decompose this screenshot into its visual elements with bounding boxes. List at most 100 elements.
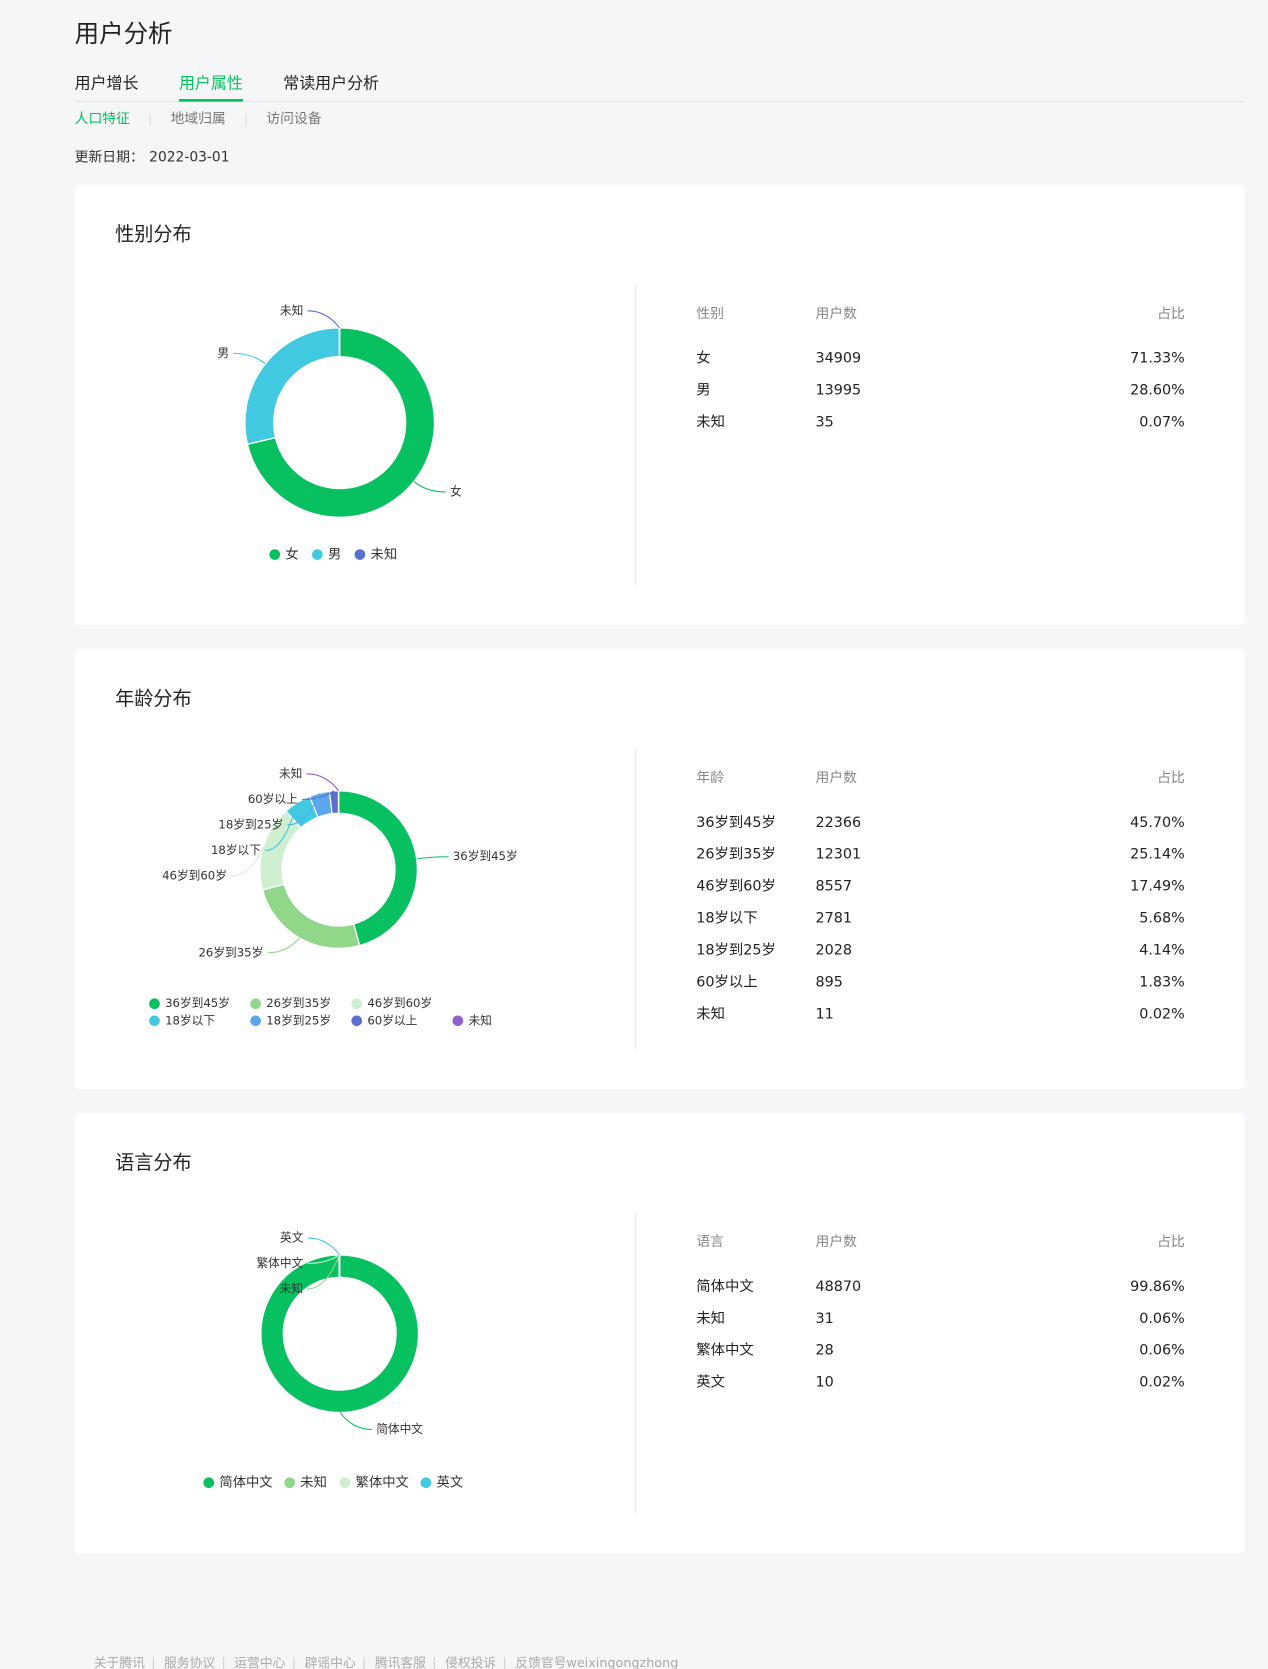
- legend-label[interactable]: 未知: [300, 1474, 327, 1491]
- legend-label[interactable]: 英文: [437, 1474, 464, 1491]
- legend-label[interactable]: 36岁到45岁: [165, 996, 230, 1010]
- table-count: 12301: [815, 847, 861, 863]
- legend-label[interactable]: 男: [328, 548, 341, 563]
- legend-marker[interactable]: [339, 1477, 351, 1489]
- legend-marker[interactable]: [149, 1015, 160, 1027]
- legend-marker[interactable]: [203, 1477, 215, 1489]
- table-count: 28: [815, 1343, 833, 1359]
- table-category: 46岁到60岁: [696, 878, 776, 895]
- legend-label[interactable]: 女: [285, 546, 298, 563]
- footer-link[interactable]: 服务协议: [164, 1655, 215, 1669]
- tab[interactable]: 常读用户分析: [283, 74, 379, 93]
- subtab[interactable]: 地域归属: [170, 110, 225, 127]
- table-count: 35: [815, 415, 833, 431]
- card: [74, 1113, 1245, 1553]
- legend-marker[interactable]: [250, 1015, 261, 1027]
- table-header: 年龄: [696, 770, 724, 786]
- slice-label: 18岁以下: [211, 843, 261, 857]
- label-leader: [233, 352, 266, 365]
- table-header: 占比: [1157, 306, 1185, 322]
- table-share: 25.14%: [1130, 847, 1185, 863]
- update-label: 更新日期：: [75, 150, 144, 166]
- legend-label[interactable]: 26岁到35岁: [266, 996, 331, 1010]
- table-count: 2781: [815, 911, 852, 927]
- label-leader: [287, 793, 320, 826]
- label-leader: [231, 847, 264, 877]
- table-count: 34909: [815, 351, 861, 367]
- table-count: 48870: [815, 1279, 861, 1295]
- donut-slice[interactable]: [259, 1254, 419, 1414]
- legend-marker[interactable]: [250, 998, 261, 1010]
- table-count: 2028: [815, 943, 852, 959]
- table-header: 用户数: [815, 1233, 857, 1250]
- card-title: 性别分布: [115, 223, 192, 246]
- tab[interactable]: 用户属性: [179, 74, 243, 93]
- card: [74, 649, 1245, 1089]
- legend-label[interactable]: 繁体中文: [356, 1475, 409, 1491]
- legend-marker[interactable]: [312, 549, 323, 560]
- legend-label[interactable]: 60岁以上: [367, 1013, 417, 1027]
- legend-label[interactable]: 未知: [371, 546, 398, 563]
- table-share: 4.14%: [1139, 943, 1185, 959]
- slice-label: 简体中文: [376, 1422, 423, 1436]
- table-share: 1.83%: [1139, 974, 1185, 990]
- table-count: 22366: [815, 815, 861, 831]
- legend-label[interactable]: 简体中文: [219, 1474, 272, 1491]
- table-category: 简体中文: [696, 1278, 753, 1295]
- legend-label[interactable]: 18岁到25岁: [266, 1013, 331, 1027]
- footer-link[interactable]: 运营中心: [234, 1656, 285, 1669]
- footer-link[interactable]: 侵权投诉: [445, 1655, 496, 1669]
- tab[interactable]: 用户增长: [75, 74, 139, 93]
- legend-label[interactable]: 46岁到60岁: [367, 996, 432, 1010]
- table-count: 11: [815, 1006, 833, 1022]
- table-count: 895: [815, 974, 842, 990]
- table-share: 71.33%: [1130, 351, 1185, 367]
- table-count: 8557: [815, 879, 852, 895]
- legend-marker[interactable]: [284, 1477, 295, 1489]
- table-share: 0.02%: [1139, 1006, 1185, 1022]
- donut-slice[interactable]: [337, 790, 419, 947]
- footer-link[interactable]: 反馈官号weixingongzhong: [515, 1655, 678, 1669]
- legend-marker[interactable]: [420, 1477, 432, 1489]
- card-title: 语言分布: [115, 1151, 192, 1174]
- table-share: 28.60%: [1130, 383, 1185, 399]
- slice-label: 未知: [280, 1282, 303, 1296]
- table-share: 45.70%: [1130, 815, 1185, 831]
- table-category: 男: [696, 383, 710, 399]
- table-category: 18岁以下: [696, 910, 757, 927]
- label-leader: [416, 856, 449, 860]
- legend-label[interactable]: 18岁以下: [165, 1013, 215, 1027]
- slice-label: 繁体中文: [256, 1256, 303, 1270]
- update-date: 2022-03-01: [149, 150, 229, 166]
- card-title: 年龄分布: [115, 687, 192, 710]
- legend-marker[interactable]: [269, 549, 281, 560]
- table-header: 占比: [1157, 1234, 1185, 1250]
- table-category: 未知: [696, 1005, 725, 1022]
- footer-link[interactable]: 关于腾讯: [94, 1655, 145, 1669]
- legend-marker[interactable]: [351, 1015, 363, 1027]
- legend-marker[interactable]: [351, 998, 363, 1010]
- slice-label: 46岁到60岁: [162, 869, 227, 883]
- slice-label: 18岁到25岁: [218, 817, 283, 831]
- subtab[interactable]: 访问设备: [266, 110, 321, 127]
- slice-label: 36岁到45岁: [453, 849, 518, 863]
- legend-marker[interactable]: [452, 1015, 464, 1027]
- table-share: 99.86%: [1130, 1279, 1185, 1295]
- table-category: 英文: [696, 1373, 725, 1391]
- table-count: 10: [815, 1375, 833, 1391]
- slice-label: 女: [450, 484, 462, 498]
- table-category: 未知: [696, 1310, 725, 1327]
- label-leader: [413, 481, 446, 493]
- legend-marker[interactable]: [149, 998, 160, 1010]
- slice-label: 英文: [280, 1230, 304, 1244]
- footer-link[interactable]: 辟谣中心: [305, 1656, 356, 1669]
- subtab[interactable]: 人口特征: [75, 111, 130, 127]
- legend-marker[interactable]: [354, 549, 366, 560]
- footer-link[interactable]: 腾讯客服: [375, 1655, 426, 1669]
- donut-slice[interactable]: [246, 327, 436, 518]
- legend-label[interactable]: 未知: [468, 1013, 491, 1027]
- table-share: 0.06%: [1139, 1311, 1185, 1327]
- label-leader: [307, 1254, 340, 1264]
